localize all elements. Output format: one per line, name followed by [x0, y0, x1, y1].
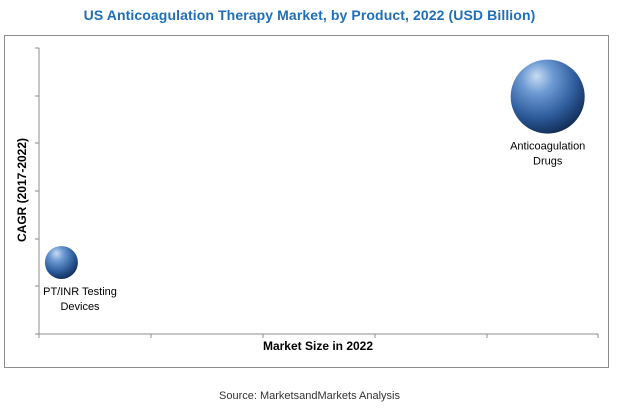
source-note: Source: MarketsandMarkets Analysis: [219, 390, 400, 402]
x-axis-title: Market Size in 2022: [263, 339, 373, 353]
bubble-0: [510, 59, 585, 134]
bubble-label-0: Anticoagulation Drugs: [510, 141, 585, 168]
bubble-label-line: Drugs: [533, 156, 563, 168]
plot-area-frame: [4, 35, 609, 368]
bubble-series: Anticoagulation Drugs PT/INR Testing Device…: [43, 59, 585, 313]
bubble-label-line: PT/INR Testing: [43, 286, 117, 298]
y-axis-ticks: [35, 47, 39, 335]
bubble-1: [44, 246, 78, 279]
bubble-label-line: Anticoagulation: [510, 141, 585, 153]
x-axis-ticks: [38, 334, 599, 338]
y-axis-title: CAGR (2017-2022): [15, 138, 29, 242]
chart-title: US Anticoagulation Therapy Market, by Pr…: [83, 7, 536, 23]
bubble-label-1: PT/INR Testing Devices: [43, 286, 117, 313]
bubble-label-line: Devices: [60, 301, 100, 313]
